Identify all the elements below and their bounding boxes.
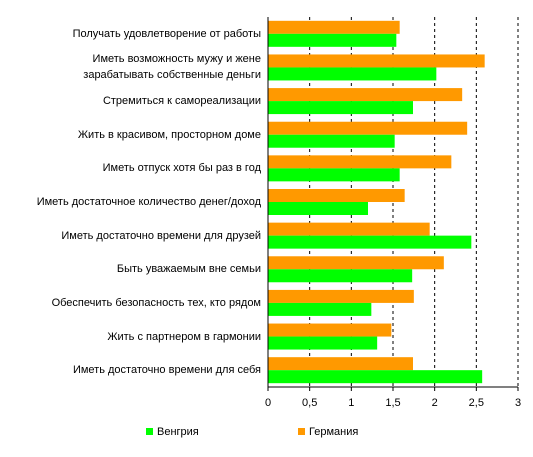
y-tick-label: Получать удовлетворение от работы	[72, 27, 261, 40]
legend-label: Германия	[309, 426, 358, 438]
y-tick-label: Быть уважаемым вне семьи	[116, 263, 261, 276]
legend-swatch	[298, 428, 305, 435]
bar	[268, 323, 392, 337]
bar	[268, 88, 463, 102]
y-tick-label: Иметь отпуск хотя бы раз в год	[102, 162, 261, 175]
x-tick-label: 2	[432, 397, 438, 409]
bar	[268, 336, 378, 350]
bar	[268, 134, 395, 148]
y-tick-label: Иметь достаточно времени для друзей	[61, 229, 261, 242]
bar	[268, 289, 414, 303]
legend-label: Венгрия	[157, 426, 199, 438]
bar	[268, 155, 452, 169]
bar	[268, 121, 468, 135]
bar	[268, 269, 413, 283]
bar	[268, 222, 430, 236]
y-tick-label: Иметь достаточное количество денег/доход	[36, 196, 261, 208]
bar	[268, 168, 400, 182]
x-tick-label: 2,5	[469, 397, 484, 409]
x-tick-label: 0,5	[302, 397, 317, 409]
y-tick-label: Иметь достаточно времени для себя	[72, 364, 261, 377]
y-tick-label: Жить с партнером в гармонии	[107, 330, 261, 343]
bar	[268, 20, 400, 34]
x-tick-label: 1	[348, 397, 354, 409]
x-tick-label: 3	[515, 397, 521, 409]
y-tick-label: Иметь возможность мужу и жене зарабатыва…	[83, 53, 261, 82]
bar	[268, 357, 413, 371]
y-tick-label: Жить в красивом, просторном доме	[77, 128, 261, 141]
x-tick-label: 0	[265, 397, 271, 409]
bar	[268, 189, 405, 202]
bar	[268, 256, 444, 270]
y-tick-label: Обеспечить безопасность тех, кто рядом	[51, 296, 261, 309]
bar	[268, 202, 368, 215]
y-tick-label: Стремиться к самореализации	[102, 95, 261, 108]
bar	[268, 67, 437, 81]
bar	[268, 54, 485, 68]
bar	[268, 101, 413, 115]
bar	[268, 302, 372, 316]
bar	[268, 235, 472, 249]
legend-swatch	[146, 428, 153, 435]
bar	[268, 33, 397, 47]
x-tick-label: 1,5	[385, 397, 400, 409]
bar	[268, 370, 483, 384]
